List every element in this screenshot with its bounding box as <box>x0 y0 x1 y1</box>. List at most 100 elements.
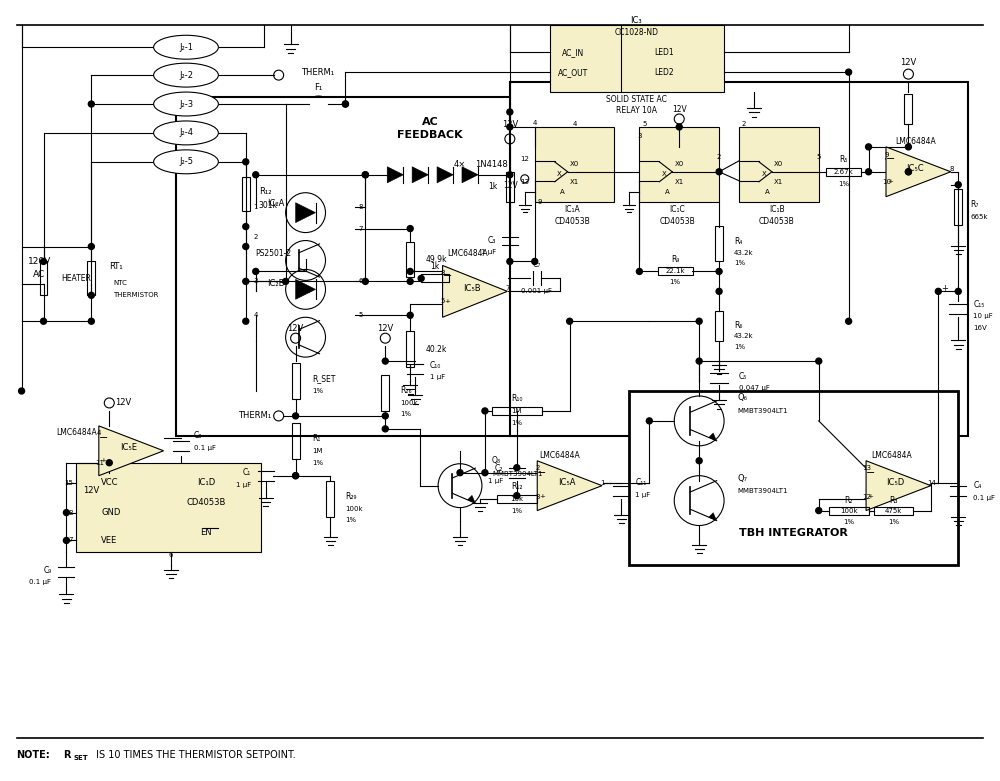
Text: 43.2k: 43.2k <box>734 251 754 256</box>
Bar <box>40 262 47 295</box>
Text: F₁: F₁ <box>314 83 323 91</box>
Text: +: + <box>941 284 948 293</box>
Circle shape <box>636 269 642 274</box>
Text: ⁺: ⁺ <box>539 494 545 504</box>
Text: AC_IN: AC_IN <box>561 48 584 57</box>
Ellipse shape <box>154 150 218 174</box>
Text: 1 µF: 1 µF <box>488 478 503 483</box>
Text: 12V: 12V <box>502 120 518 130</box>
Text: 4: 4 <box>97 430 101 436</box>
Text: X0: X0 <box>774 161 784 167</box>
Text: C₄: C₄ <box>973 481 981 490</box>
Circle shape <box>382 413 388 419</box>
Text: RT₁: RT₁ <box>109 262 123 271</box>
Text: 4: 4 <box>254 312 258 319</box>
Text: J₂-2: J₂-2 <box>179 70 193 80</box>
Text: 3: 3 <box>253 278 258 284</box>
Bar <box>381 375 389 411</box>
Bar <box>76 462 261 552</box>
Polygon shape <box>467 495 475 503</box>
Circle shape <box>716 169 722 175</box>
Bar <box>739 127 819 201</box>
Circle shape <box>63 537 69 544</box>
Text: 4×: 4× <box>454 160 466 169</box>
Text: R₅: R₅ <box>839 155 848 164</box>
Text: J₂-1: J₂-1 <box>179 43 193 52</box>
Bar <box>715 312 723 341</box>
Text: RELAY 10A: RELAY 10A <box>616 106 657 116</box>
Text: X0: X0 <box>675 161 684 167</box>
Text: 49.9k: 49.9k <box>425 255 447 264</box>
Circle shape <box>362 172 368 178</box>
Text: 1: 1 <box>600 480 605 486</box>
Polygon shape <box>99 426 164 476</box>
Text: IC₂B: IC₂B <box>267 279 284 288</box>
Circle shape <box>253 172 259 178</box>
Bar <box>497 494 537 503</box>
Polygon shape <box>886 147 951 197</box>
Text: −: − <box>886 154 895 164</box>
Text: 6: 6 <box>169 552 173 558</box>
Text: 5: 5 <box>642 121 647 127</box>
Text: ⁺: ⁺ <box>444 299 450 309</box>
Text: 9: 9 <box>884 152 889 158</box>
Text: R₁₀: R₁₀ <box>511 394 523 404</box>
Text: AC: AC <box>422 117 438 127</box>
Text: 13: 13 <box>520 179 529 185</box>
Text: −: − <box>99 433 108 443</box>
Text: THERM₁: THERM₁ <box>238 412 271 420</box>
Text: A: A <box>560 189 565 194</box>
Text: GND: GND <box>101 508 121 517</box>
Text: LMC6484A: LMC6484A <box>895 137 936 146</box>
Text: ⇗⇗: ⇗⇗ <box>301 209 315 218</box>
Circle shape <box>507 124 513 130</box>
Text: J₂-5: J₂-5 <box>179 157 193 166</box>
Text: X1: X1 <box>774 179 784 185</box>
Text: 0.001 µF: 0.001 µF <box>521 288 552 294</box>
Polygon shape <box>412 167 428 183</box>
Text: ⁺: ⁺ <box>888 179 893 189</box>
Text: 12V: 12V <box>115 398 131 408</box>
Bar <box>421 274 449 283</box>
Circle shape <box>382 358 388 364</box>
Text: LMC6484A: LMC6484A <box>448 249 488 258</box>
Text: CD4053B: CD4053B <box>186 498 226 507</box>
Text: PS2501-2: PS2501-2 <box>256 249 292 258</box>
Circle shape <box>41 319 46 324</box>
Circle shape <box>407 312 413 319</box>
Bar <box>87 262 95 295</box>
Circle shape <box>243 278 249 284</box>
Circle shape <box>293 473 299 479</box>
Text: THERM₁: THERM₁ <box>301 68 334 77</box>
Text: 16V: 16V <box>973 325 987 331</box>
Text: 8: 8 <box>949 166 954 172</box>
Text: 22.1k: 22.1k <box>665 269 685 274</box>
Text: MMBT3904LT1: MMBT3904LT1 <box>737 408 788 414</box>
Text: 1: 1 <box>253 204 258 209</box>
Text: R₁₂: R₁₂ <box>511 482 523 491</box>
Text: 8: 8 <box>358 204 363 209</box>
Text: 301k: 301k <box>259 201 278 210</box>
Text: 11: 11 <box>95 460 104 465</box>
Circle shape <box>905 169 911 175</box>
Text: IC₅C: IC₅C <box>907 164 924 173</box>
Text: 4: 4 <box>572 121 577 127</box>
Polygon shape <box>462 167 478 183</box>
Circle shape <box>457 469 463 476</box>
Circle shape <box>514 493 520 498</box>
Text: CC1028-ND: CC1028-ND <box>614 28 658 37</box>
Text: 475k: 475k <box>885 508 902 514</box>
Text: R₂₆: R₂₆ <box>400 387 412 395</box>
Text: Q₆: Q₆ <box>737 394 747 402</box>
Bar <box>510 82 968 436</box>
Text: THERMISTOR: THERMISTOR <box>113 292 159 298</box>
Circle shape <box>866 144 872 150</box>
Text: 0.047 µF: 0.047 µF <box>739 385 770 391</box>
Circle shape <box>696 319 702 324</box>
Circle shape <box>676 124 682 130</box>
Text: IC₁C: IC₁C <box>669 205 685 214</box>
Text: 9: 9 <box>537 198 542 205</box>
Text: C₃: C₃ <box>488 236 496 245</box>
Text: 3: 3 <box>637 133 642 139</box>
Circle shape <box>846 319 852 324</box>
